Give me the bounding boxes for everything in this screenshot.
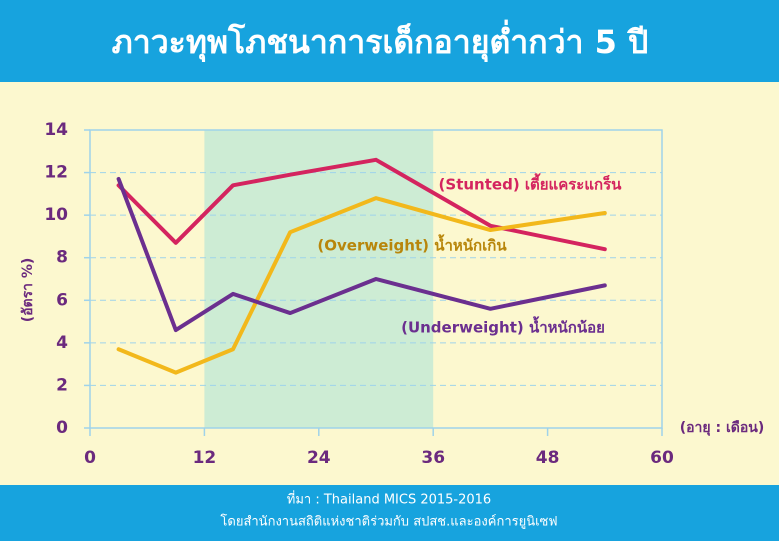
x-tick-label: 48 [536, 448, 560, 468]
y-tick-label: 2 [56, 375, 68, 395]
x-tick-label: 60 [650, 448, 674, 468]
y-tick-label: 10 [44, 205, 68, 225]
series-label: (Underweight) น้ำหนักน้อย [401, 316, 605, 337]
shaded-range [204, 130, 434, 428]
series-line [116, 176, 607, 333]
series-label: (Overweight) น้ำหนักเกิน [317, 234, 507, 255]
footer-banner [0, 485, 779, 541]
source-note: โดยสำนักงานสถิติแห่งชาติร่วมกับ สปสช.และ… [220, 514, 557, 530]
plot-frame [89, 129, 663, 429]
y-axis-label: (อัตรา %) [20, 258, 36, 323]
x-tick-label: 0 [84, 448, 96, 468]
x-tick-label: 12 [193, 448, 217, 468]
chart-title: ภาวะทุพโภชนาการเด็กอายุต่ำกว่า 5 ปี [112, 19, 649, 63]
y-tick-label: 0 [56, 418, 68, 438]
y-tick-label: 8 [56, 248, 68, 268]
y-tick-label: 14 [44, 120, 68, 140]
series-label: (Stunted) เตี้ยแคระแกร็น [439, 173, 623, 194]
y-tick-label: 4 [56, 333, 68, 353]
x-tick-label: 36 [421, 448, 445, 468]
x-tick-label: 24 [307, 448, 331, 468]
series-line [116, 196, 607, 375]
series-line [116, 157, 607, 252]
title-banner [0, 0, 779, 82]
y-tick-label: 12 [44, 163, 68, 183]
y-tick-label: 6 [56, 290, 68, 310]
x-axis-label: (อายุ : เดือน) [680, 420, 764, 436]
source: ที่มา : Thailand MICS 2015-2016 [287, 491, 491, 508]
